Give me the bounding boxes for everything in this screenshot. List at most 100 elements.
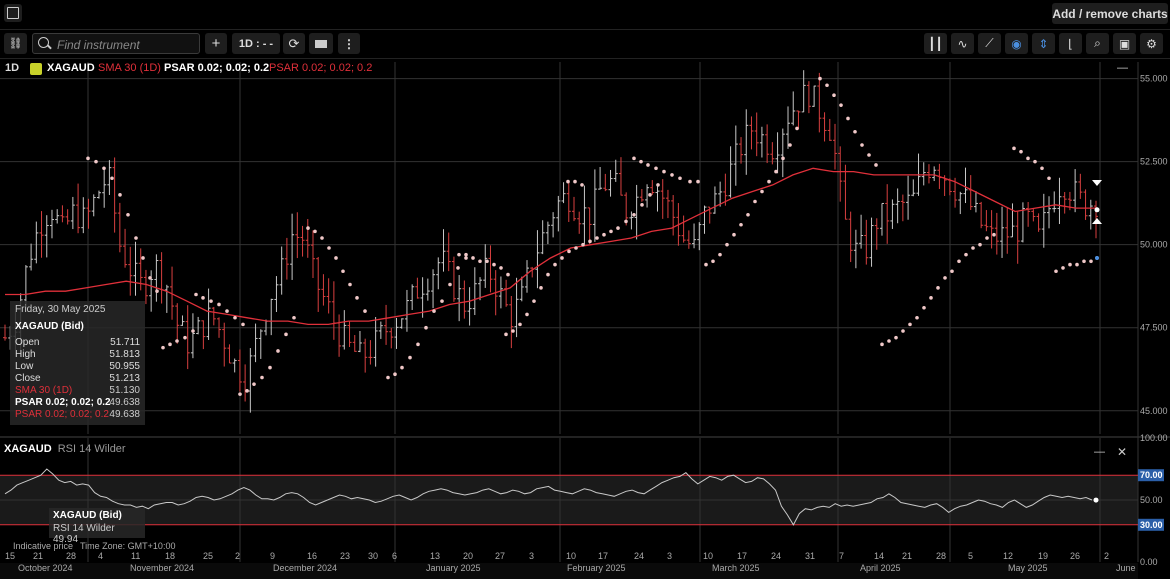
psar-dot: [718, 252, 722, 257]
minimize-main-button[interactable]: —: [1117, 62, 1128, 74]
psar-dot: [471, 256, 475, 260]
psar-dot: [760, 189, 764, 194]
rsi-tick-label: 30.00: [1140, 520, 1163, 530]
camera-button[interactable]: ▣: [1113, 33, 1136, 54]
legend-interval[interactable]: 1D: [5, 62, 20, 74]
timezone-label[interactable]: Time Zone: GMT+10:00: [80, 541, 176, 551]
psar-dot: [464, 252, 468, 257]
psar-dot: [624, 219, 628, 224]
psar-dot: [725, 242, 729, 247]
layout-button[interactable]: [309, 33, 333, 54]
rsi-close-button[interactable]: ✕: [1117, 445, 1128, 459]
settings-button[interactable]: ⚙: [1140, 33, 1163, 54]
legend-psar-1[interactable]: PSAR 0.02; 0.02; 0.2: [164, 62, 270, 74]
x-day-label: 12: [1003, 551, 1013, 561]
psar-dot: [732, 232, 736, 237]
legend-symbol[interactable]: XAGAUD: [47, 62, 95, 74]
tooltip-row: Open 51.711: [15, 337, 140, 349]
chart-type-button[interactable]: ⌊: [1059, 33, 1082, 54]
psar-dot: [320, 236, 324, 240]
popout-button[interactable]: [4, 4, 22, 22]
legend-psar-2[interactable]: PSAR 0.02; 0.02; 0.2: [269, 62, 373, 74]
y-tick-label: 45.000: [1140, 406, 1168, 416]
tooltip-value: 50.955: [109, 361, 140, 372]
psar-dot: [485, 259, 489, 264]
legend-sma[interactable]: SMA 30 (1D): [98, 62, 161, 74]
tooltip-row: PSAR 0.02; 0.02; 0.2 49.638: [15, 409, 140, 421]
rsi-tooltip: XAGAUD (Bid) RSI 14 Wilder 49.94: [49, 508, 145, 545]
indicator-button[interactable]: ∿: [951, 33, 974, 54]
tooltip-value: 49.638: [109, 409, 140, 420]
psar-dot: [839, 103, 843, 107]
x-month-label: November 2024: [130, 563, 194, 573]
x-day-label: 10: [703, 551, 713, 561]
psar-dot: [499, 266, 503, 270]
psar-dot: [640, 203, 644, 207]
psar-dot: [795, 126, 799, 131]
x-day-label: 30: [368, 551, 378, 561]
tooltip-row: SMA 30 (1D) 51.130: [15, 385, 140, 397]
more-button[interactable]: ⋮: [338, 33, 360, 54]
add-instrument-button[interactable]: +: [205, 33, 227, 54]
psar-dot: [511, 329, 515, 333]
y-tick-label: 47.500: [1140, 323, 1168, 333]
psar-dot: [818, 76, 822, 81]
psar-dot: [518, 322, 522, 327]
psar-dot: [573, 179, 577, 184]
crosshair-button[interactable]: ⇕: [1032, 33, 1055, 54]
psar-dot: [696, 179, 700, 184]
zoom-button[interactable]: ⌕: [1086, 33, 1109, 54]
psar-dot: [313, 229, 317, 234]
rsi-line: [4, 468, 1093, 526]
tooltip-key: Close: [15, 373, 41, 384]
psar-dot: [102, 166, 106, 171]
psar-dot: [161, 345, 165, 350]
indicator-icon: ∿: [957, 36, 968, 51]
draw-line-button[interactable]: ⟋: [978, 33, 1001, 54]
psar-dot: [1040, 166, 1044, 171]
psar-dot: [595, 236, 599, 240]
x-month-label: May 2025: [1008, 563, 1048, 573]
eye-button[interactable]: ◉: [1005, 33, 1028, 54]
timeframe-button[interactable]: 1D : - -: [232, 33, 280, 54]
x-month-label: February 2025: [567, 563, 626, 573]
psar-dot: [901, 329, 905, 333]
rsi-legend: XAGAUD RSI 14 Wilder: [4, 443, 126, 455]
rsi-legend-name[interactable]: RSI 14 Wilder: [57, 443, 126, 455]
add-remove-charts-button[interactable]: Add / remove charts: [1052, 3, 1168, 24]
x-day-label: 17: [598, 551, 608, 561]
candles-button[interactable]: ┃┃: [924, 33, 947, 54]
sma-line: [5, 167, 1096, 326]
toolbar: ⛓ + 1D : - - ⟳ ⋮ ┃┃ ∿ ⟋ ◉ ⇕ ⌊ ⌕ ▣ ⚙: [0, 29, 1170, 59]
psar-dot: [194, 292, 198, 297]
search-input[interactable]: [55, 35, 199, 54]
psar-dot: [971, 246, 975, 250]
psar-dot: [957, 259, 961, 264]
psar-dot: [1047, 176, 1051, 181]
psar-dot: [678, 176, 682, 181]
rsi-minimize-button[interactable]: —: [1094, 446, 1105, 458]
rsi-legend-symbol[interactable]: XAGAUD: [4, 443, 52, 455]
refresh-button[interactable]: ⟳: [283, 33, 305, 54]
psar-dot: [225, 309, 229, 313]
tooltip-key: High: [15, 349, 36, 360]
popout-icon: [7, 7, 19, 19]
x-day-label: 28: [936, 551, 946, 561]
psar-dot: [648, 193, 652, 197]
psar-dot: [560, 256, 564, 260]
psar-dot: [588, 239, 592, 244]
y-tick-label: 55.000: [1140, 74, 1168, 84]
price-tooltip: Friday, 30 May 2025 XAGAUD (Bid) Open 51.…: [10, 301, 145, 425]
y-tick-label: 52.500: [1140, 157, 1168, 167]
x-month-label: January 2025: [426, 563, 481, 573]
psar-dot: [334, 256, 338, 260]
x-day-label: 24: [634, 551, 644, 561]
rsi-tick-label: 70.00: [1140, 470, 1163, 480]
link-button[interactable]: ⛓: [4, 33, 27, 54]
psar-dot: [276, 349, 280, 353]
psar-dot: [964, 252, 968, 257]
psar-dot: [327, 246, 331, 250]
psar-dot: [292, 315, 296, 320]
psar-dot: [915, 315, 919, 320]
